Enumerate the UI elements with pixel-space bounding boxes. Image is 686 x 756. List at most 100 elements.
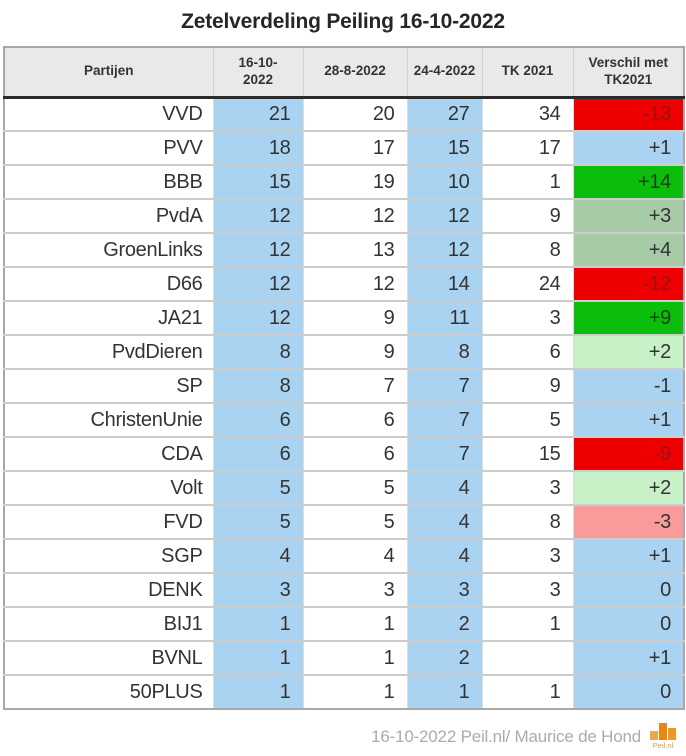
logo-bar-medium <box>668 728 676 740</box>
value-16-10-2022-cell: 5 <box>213 504 304 539</box>
table-row: SP 8 7 7 9 -1 <box>4 368 684 403</box>
value-24-4-2022-cell: 2 <box>407 640 483 675</box>
value-16-10-2022-cell: 12 <box>213 198 304 233</box>
value-28-8-2022-cell: 7 <box>303 368 408 403</box>
value-tk-2021-cell: 3 <box>482 470 574 505</box>
value-24-4-2022-cell: 15 <box>407 130 483 165</box>
peilnl-logo: Peil.nl <box>650 723 676 750</box>
diff-tk2021-cell: +3 <box>573 198 684 233</box>
credit-text: 16-10-2022 Peil.nl/ Maurice de Hond <box>371 726 641 746</box>
table-row: DENK 3 3 3 3 0 <box>4 572 684 607</box>
value-28-8-2022-cell: 19 <box>303 164 408 199</box>
value-28-8-2022-cell: 5 <box>303 504 408 539</box>
value-16-10-2022-cell: 8 <box>213 334 304 369</box>
value-28-8-2022-cell: 5 <box>303 470 408 505</box>
value-28-8-2022-cell: 12 <box>303 266 408 301</box>
value-24-4-2022-cell: 7 <box>407 402 483 437</box>
value-tk-2021-cell: 9 <box>482 198 574 233</box>
value-tk-2021-cell: 24 <box>482 266 574 301</box>
table-row: BIJ1 1 1 2 1 0 <box>4 606 684 641</box>
value-tk-2021-cell: 1 <box>482 674 574 709</box>
value-24-4-2022-cell: 3 <box>407 572 483 607</box>
col-header-verschil-met-tk2021: Verschil met TK2021 <box>573 47 684 99</box>
value-24-4-2022-cell: 4 <box>407 538 483 573</box>
value-16-10-2022-cell: 8 <box>213 368 304 403</box>
logo-bar-tall <box>659 723 667 740</box>
party-name-cell: Volt <box>4 470 214 505</box>
value-tk-2021-cell: 3 <box>482 538 574 573</box>
value-24-4-2022-cell: 7 <box>407 368 483 403</box>
party-name-cell: BVNL <box>4 640 214 675</box>
party-name-cell: PvdDieren <box>4 334 214 369</box>
diff-tk2021-cell: +1 <box>573 402 684 437</box>
value-28-8-2022-cell: 9 <box>303 300 408 335</box>
value-16-10-2022-cell: 1 <box>213 640 304 675</box>
col-header-partijen: Partijen <box>4 47 214 99</box>
value-16-10-2022-cell: 1 <box>213 606 304 641</box>
diff-tk2021-cell: -13 <box>573 96 684 131</box>
diff-tk2021-cell: +2 <box>573 334 684 369</box>
value-tk-2021-cell: 5 <box>482 402 574 437</box>
value-tk-2021-cell: 1 <box>482 606 574 641</box>
value-24-4-2022-cell: 4 <box>407 470 483 505</box>
value-24-4-2022-cell: 10 <box>407 164 483 199</box>
party-name-cell: FVD <box>4 504 214 539</box>
bar-chart-icon <box>650 723 676 740</box>
value-tk-2021-cell <box>482 640 574 675</box>
value-28-8-2022-cell: 12 <box>303 198 408 233</box>
value-16-10-2022-cell: 12 <box>213 300 304 335</box>
value-16-10-2022-cell: 5 <box>213 470 304 505</box>
diff-tk2021-cell: -1 <box>573 368 684 403</box>
diff-tk2021-cell: +1 <box>573 640 684 675</box>
party-name-cell: SP <box>4 368 214 403</box>
party-name-cell: 50PLUS <box>4 674 214 709</box>
value-16-10-2022-cell: 3 <box>213 572 304 607</box>
value-16-10-2022-cell: 1 <box>213 674 304 709</box>
seat-distribution-table: Partijen 16-10- 2022 28-8-2022 24-4-2022 … <box>3 46 685 710</box>
value-28-8-2022-cell: 9 <box>303 334 408 369</box>
value-tk-2021-cell: 17 <box>482 130 574 165</box>
value-28-8-2022-cell: 4 <box>303 538 408 573</box>
diff-tk2021-cell: +9 <box>573 300 684 335</box>
value-28-8-2022-cell: 1 <box>303 606 408 641</box>
value-24-4-2022-cell: 14 <box>407 266 483 301</box>
value-28-8-2022-cell: 6 <box>303 436 408 471</box>
table-row: CDA 6 6 7 15 -9 <box>4 436 684 471</box>
diff-tk2021-cell: +2 <box>573 470 684 505</box>
table-row: JA21 12 9 11 3 +9 <box>4 300 684 335</box>
value-tk-2021-cell: 34 <box>482 96 574 131</box>
diff-tk2021-cell: +1 <box>573 130 684 165</box>
diff-tk2021-cell: 0 <box>573 606 684 641</box>
party-name-cell: SGP <box>4 538 214 573</box>
diff-tk2021-cell: 0 <box>573 674 684 709</box>
diff-tk2021-cell: +4 <box>573 232 684 267</box>
table-row: 50PLUS 1 1 1 1 0 <box>4 674 684 709</box>
diff-tk2021-cell: +1 <box>573 538 684 573</box>
table-row: BVNL 1 1 2 +1 <box>4 640 684 675</box>
table-row: PVV 18 17 15 17 +1 <box>4 130 684 165</box>
diff-tk2021-cell: 0 <box>573 572 684 607</box>
table-row: PvdA 12 12 12 9 +3 <box>4 198 684 233</box>
table-row: GroenLinks 12 13 12 8 +4 <box>4 232 684 267</box>
col-header-28-8-2022: 28-8-2022 <box>303 47 408 99</box>
table-row: ChristenUnie 6 6 7 5 +1 <box>4 402 684 437</box>
value-28-8-2022-cell: 6 <box>303 402 408 437</box>
value-tk-2021-cell: 6 <box>482 334 574 369</box>
diff-tk2021-cell: -3 <box>573 504 684 539</box>
value-tk-2021-cell: 8 <box>482 504 574 539</box>
party-name-cell: JA21 <box>4 300 214 335</box>
value-16-10-2022-cell: 12 <box>213 232 304 267</box>
value-24-4-2022-cell: 4 <box>407 504 483 539</box>
value-28-8-2022-cell: 20 <box>303 96 408 131</box>
value-tk-2021-cell: 3 <box>482 572 574 607</box>
party-name-cell: BBB <box>4 164 214 199</box>
value-24-4-2022-cell: 8 <box>407 334 483 369</box>
table-row: SGP 4 4 4 3 +1 <box>4 538 684 573</box>
value-16-10-2022-cell: 21 <box>213 96 304 131</box>
party-name-cell: D66 <box>4 266 214 301</box>
party-name-cell: GroenLinks <box>4 232 214 267</box>
diff-tk2021-cell: -12 <box>573 266 684 301</box>
value-28-8-2022-cell: 17 <box>303 130 408 165</box>
table-row: PvdDieren 8 9 8 6 +2 <box>4 334 684 369</box>
